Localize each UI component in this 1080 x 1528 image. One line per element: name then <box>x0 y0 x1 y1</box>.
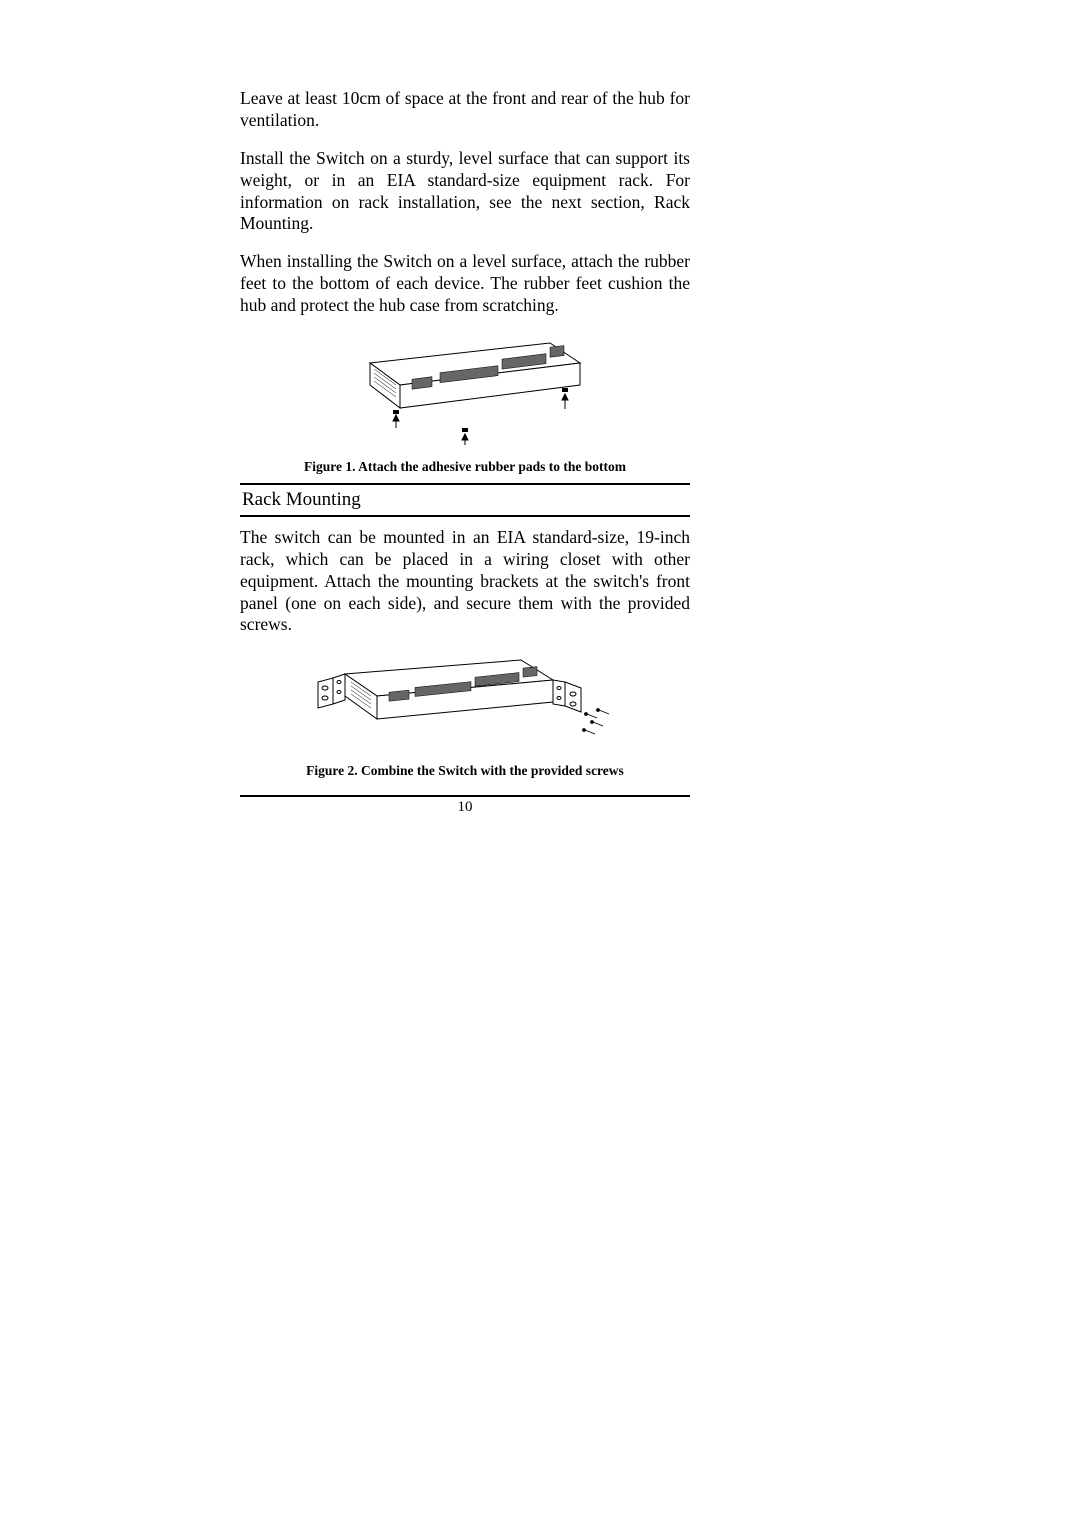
figure-1 <box>240 333 690 453</box>
switch-rack-brackets-diagram <box>315 652 615 752</box>
paragraph-2: Install the Switch on a sturdy, level su… <box>240 148 690 236</box>
paragraph-3: When installing the Switch on a level su… <box>240 251 690 317</box>
footer-rule <box>240 795 690 797</box>
figure-2-caption: Figure 2. Combine the Switch with the pr… <box>240 763 690 779</box>
switch-rubber-feet-diagram <box>340 333 590 448</box>
page-number: 10 <box>240 799 690 816</box>
paragraph-1: Leave at least 10cm of space at the fron… <box>240 88 690 132</box>
section-heading-rack-mounting: Rack Mounting <box>240 485 690 515</box>
section-rule-bottom <box>240 515 690 517</box>
figure-2 <box>240 652 690 757</box>
figure-1-caption: Figure 1. Attach the adhesive rubber pad… <box>240 459 690 475</box>
document-page: Leave at least 10cm of space at the fron… <box>240 88 690 816</box>
paragraph-4: The switch can be mounted in an EIA stan… <box>240 527 690 636</box>
